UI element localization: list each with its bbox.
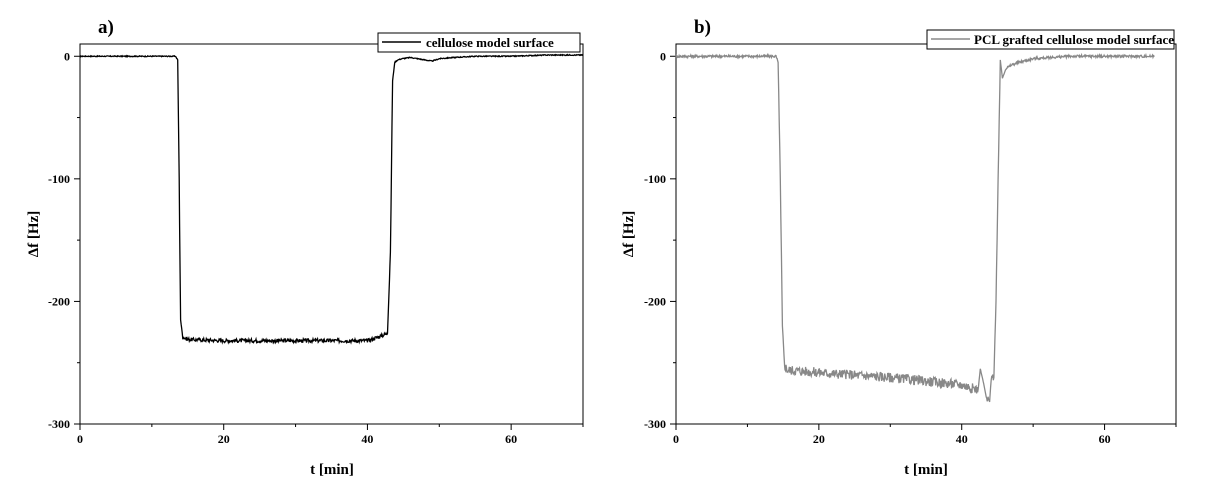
panel-a-x-tick-label: 20 (218, 432, 230, 446)
panel-b: b) 0 20 40 60 -300 -200 -100 0 PCL grafted cell… (621, 17, 1177, 478)
panel-b-ticks: 0 20 40 60 -300 -200 -100 0 (644, 49, 1177, 446)
panel-b-x-tick-label: 0 (673, 432, 679, 446)
panel-a-ticks: 0 20 40 60 -300 -200 -100 0 (48, 49, 584, 446)
panel-b-x-tick-label: 20 (813, 432, 825, 446)
panel-b-legend-box (926, 29, 1175, 50)
panel-b-x-axis-title: t [min] (904, 462, 948, 478)
panel-b-legend: PCL grafted cellulose model surface (926, 29, 1175, 50)
panel-a-label: a) (98, 17, 114, 38)
panel-a-y-tick-label: -100 (48, 172, 70, 186)
panel-b-y-tick-label: 0 (660, 49, 666, 63)
panel-a-x-tick-label: 60 (505, 432, 517, 446)
panel-b-y-axis-title: Δf [Hz] (621, 211, 637, 257)
panel-b-series (675, 52, 1155, 403)
panel-b-y-tick-label: -100 (644, 172, 666, 186)
panel-a-y-tick-label: 0 (64, 49, 70, 63)
panel-b-label: b) (694, 17, 711, 38)
panel-a-legend-label: cellulose model surface (426, 35, 554, 50)
panel-b-legend-label: PCL grafted cellulose model surface (974, 32, 1174, 47)
panel-a-plot-frame (79, 43, 584, 425)
panel-b-plot-frame (675, 43, 1177, 425)
panel-b-y-tick-label: -300 (644, 417, 666, 431)
panel-a-x-tick-label: 40 (361, 432, 373, 446)
panel-b-x-tick-label: 60 (1099, 432, 1111, 446)
panel-a-y-tick-label: -200 (48, 294, 70, 308)
panel-a-legend-box (377, 32, 581, 53)
panel-a: a) 0 20 40 60 -300 -200 -100 0 cellulose model … (26, 17, 584, 478)
panel-b-x-tick-label: 40 (956, 432, 968, 446)
panel-a-y-tick-label: -300 (48, 417, 70, 431)
panel-b-series-line (675, 52, 1155, 403)
panel-a-series (79, 53, 584, 345)
panel-b-y-tick-label: -200 (644, 294, 666, 308)
panel-a-y-axis-title: Δf [Hz] (26, 211, 42, 257)
panel-a-x-tick-label: 0 (77, 432, 83, 446)
panel-a-legend: cellulose model surface (377, 32, 581, 53)
panel-a-series-line (79, 53, 584, 345)
panel-a-x-axis-title: t [min] (310, 462, 354, 478)
